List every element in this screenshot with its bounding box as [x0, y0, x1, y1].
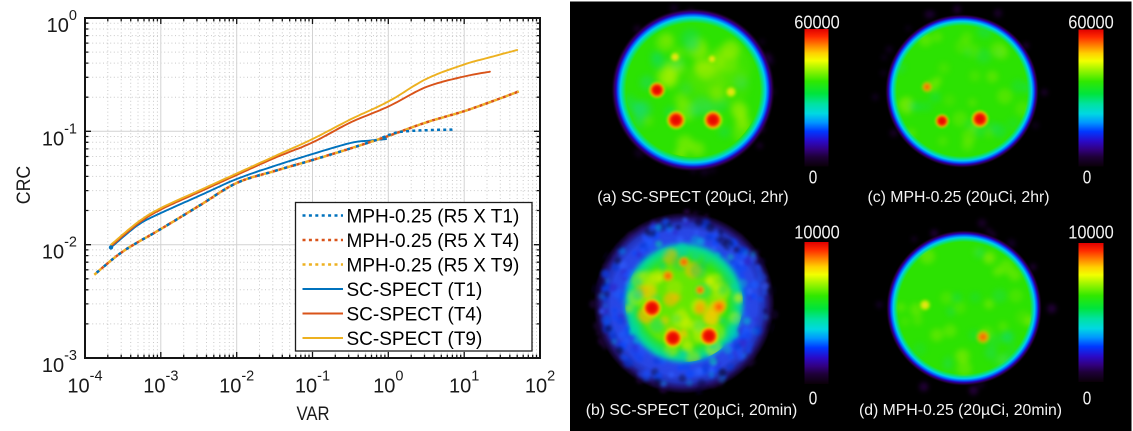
svg-text:10-1: 10-1: [42, 121, 77, 150]
svg-text:MPH-0.25 (R5 X T4): MPH-0.25 (R5 X T4): [347, 231, 520, 252]
svg-text:60000: 60000: [1068, 12, 1114, 33]
svg-text:(a) SC-SPECT (20µCi, 2hr): (a) SC-SPECT (20µCi, 2hr): [597, 189, 788, 206]
svg-text:100: 100: [47, 8, 77, 37]
svg-text:0: 0: [809, 388, 818, 409]
svg-text:MPH-0.25 (R5 X T1): MPH-0.25 (R5 X T1): [347, 207, 520, 228]
svg-text:SC-SPECT (T4): SC-SPECT (T4): [347, 305, 483, 326]
svg-text:0: 0: [1083, 388, 1092, 409]
svg-text:(b) SC-SPECT (20µCi, 20min): (b) SC-SPECT (20µCi, 20min): [586, 402, 798, 419]
svg-text:(c) MPH-0.25 (20µCi, 2hr): (c) MPH-0.25 (20µCi, 2hr): [867, 189, 1049, 206]
svg-text:SC-SPECT (T1): SC-SPECT (T1): [347, 280, 483, 301]
svg-text:VAR: VAR: [297, 403, 330, 425]
svg-text:CRC: CRC: [13, 166, 35, 205]
svg-text:0: 0: [1083, 167, 1092, 188]
svg-text:60000: 60000: [794, 12, 840, 33]
svg-text:10000: 10000: [1068, 222, 1114, 243]
svg-text:10000: 10000: [794, 222, 840, 243]
svg-text:0: 0: [809, 167, 818, 188]
svg-text:10-2: 10-2: [42, 235, 77, 264]
svg-text:SC-SPECT (T9): SC-SPECT (T9): [347, 329, 483, 350]
svg-text:(d) MPH-0.25 (20µCi, 20min): (d) MPH-0.25 (20µCi, 20min): [859, 402, 1062, 419]
svg-text:10-3: 10-3: [42, 348, 77, 377]
svg-text:MPH-0.25 (R5 X T9): MPH-0.25 (R5 X T9): [347, 256, 520, 277]
